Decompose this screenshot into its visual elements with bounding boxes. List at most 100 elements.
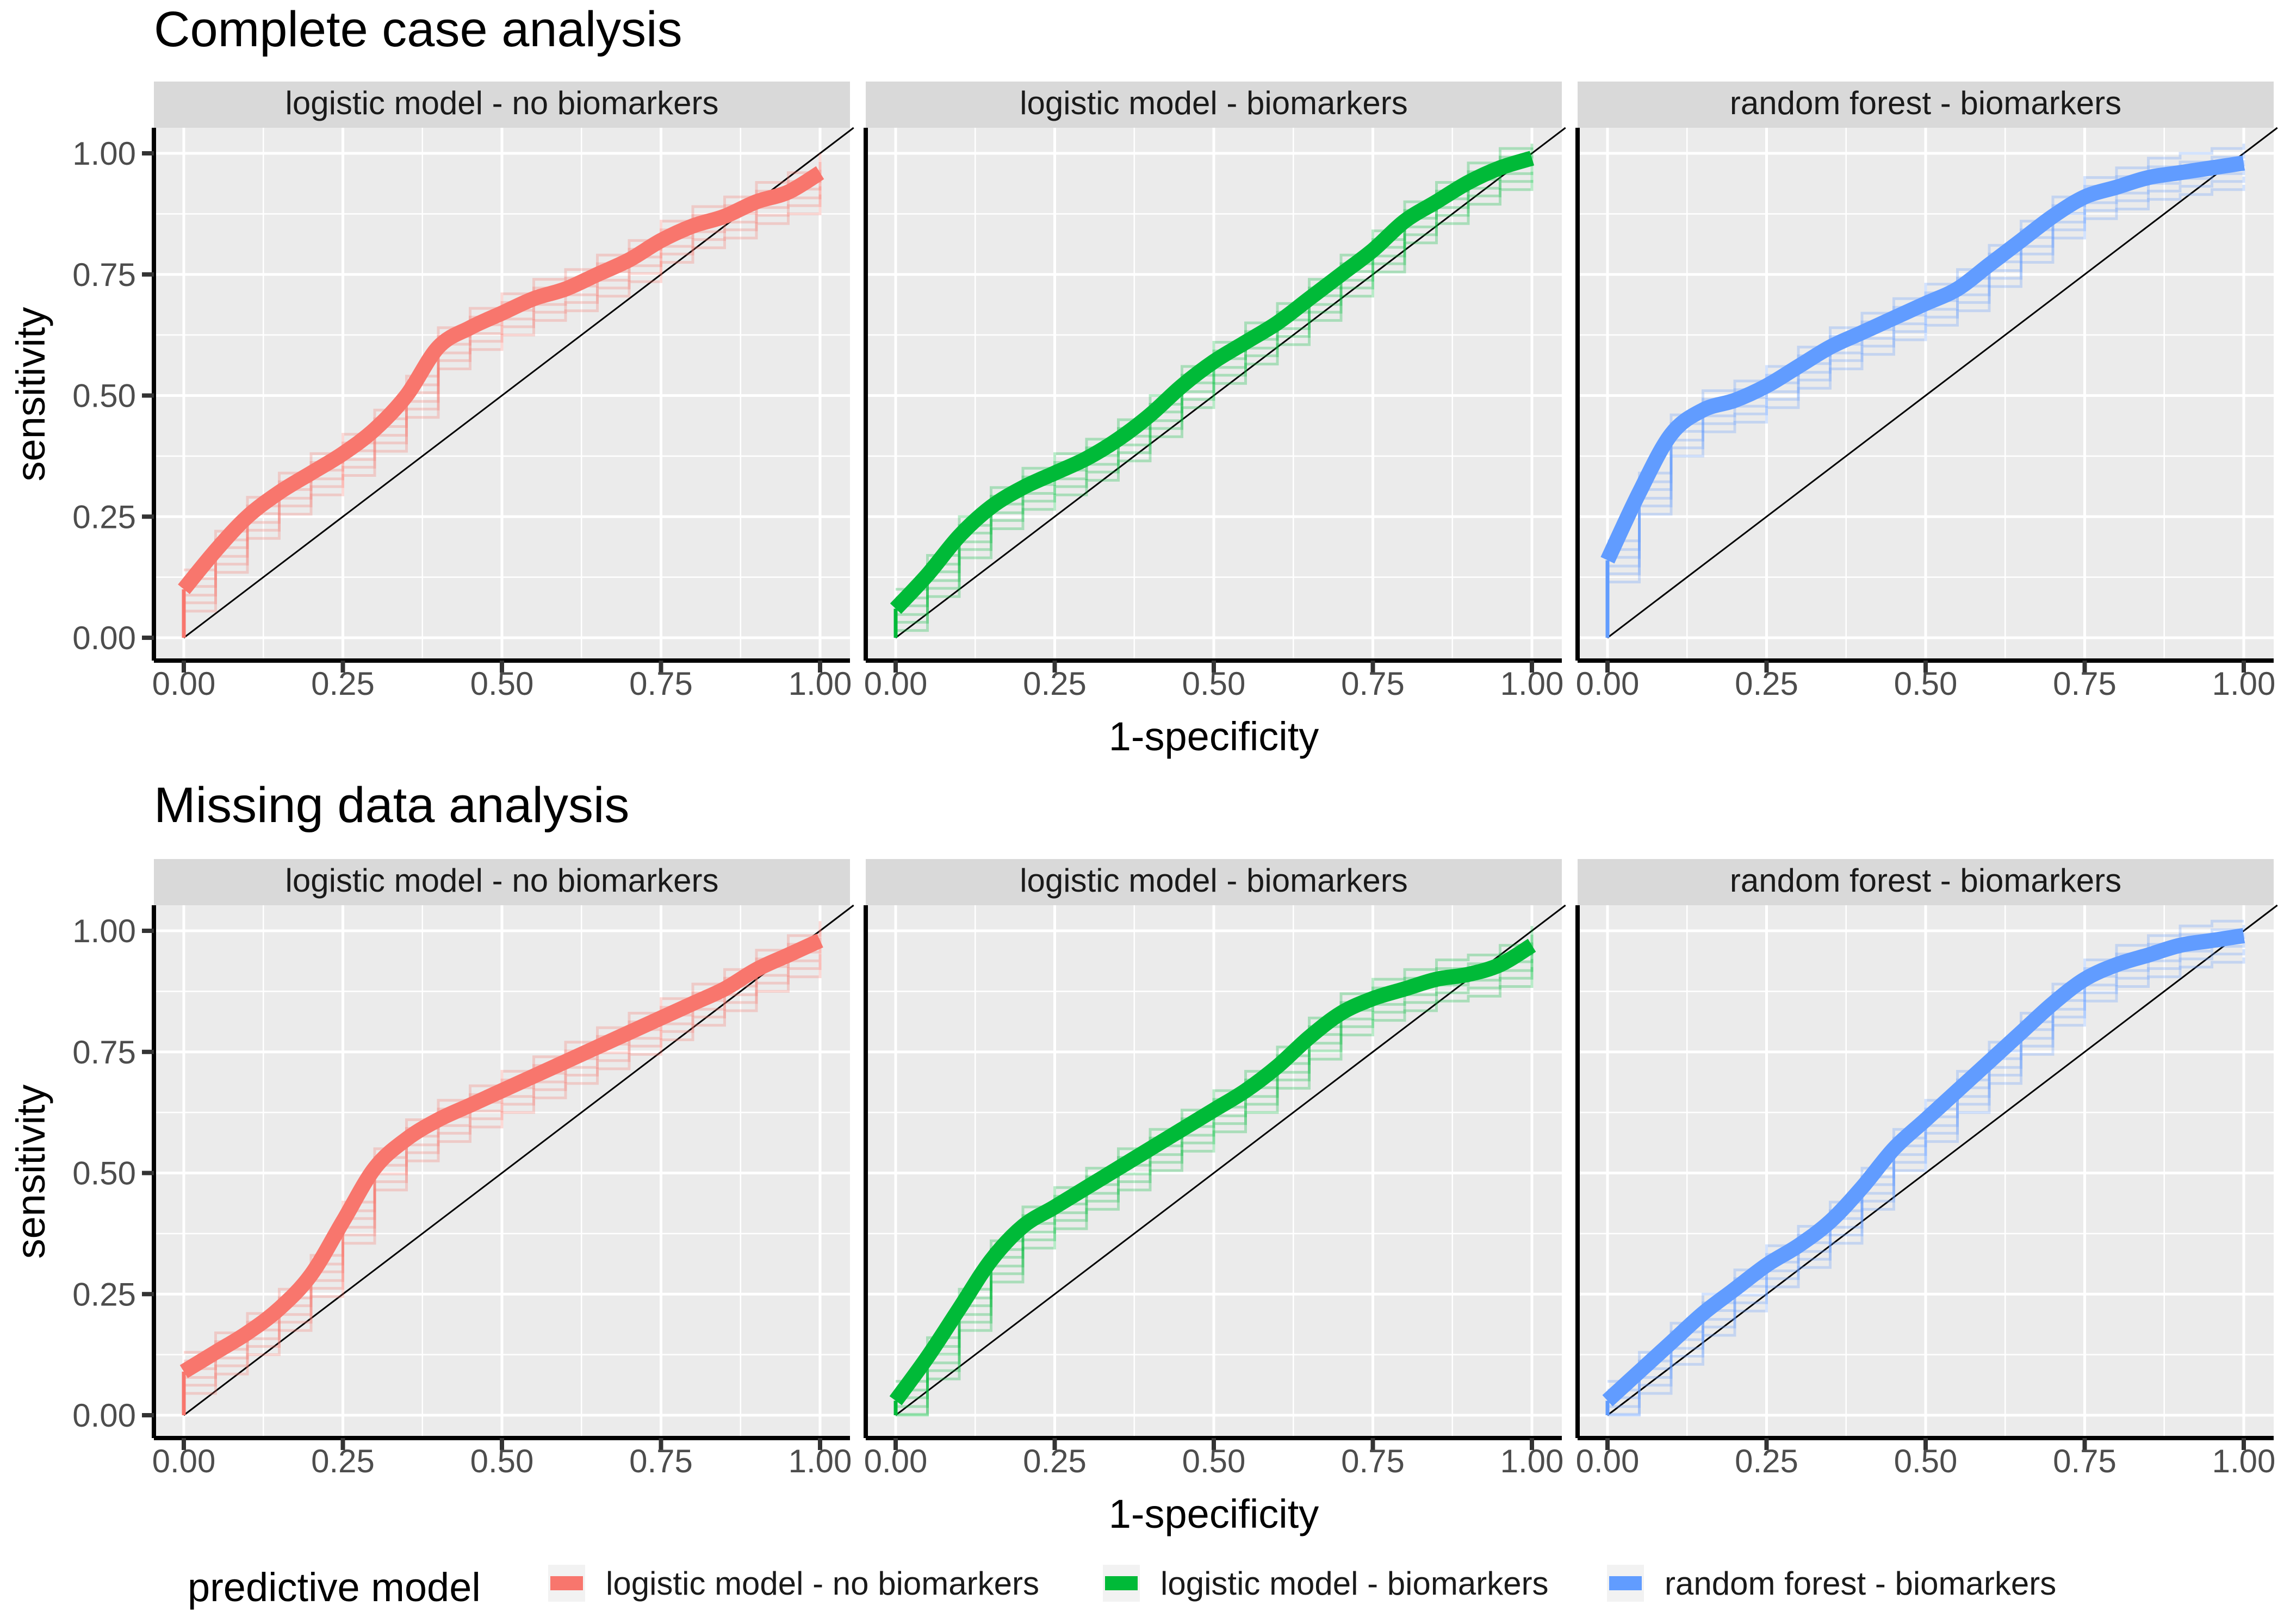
roc-curve [890, 151, 1535, 614]
panel-strip-label: logistic model - biomarkers [1020, 862, 1408, 899]
x-tick-label: 0.75 [629, 1443, 693, 1479]
panel-strip [866, 859, 1562, 905]
x-axis-label: 1-specificity [1109, 1491, 1319, 1536]
replicate-curve [896, 967, 1534, 1417]
y-tick-label: 0.25 [72, 499, 136, 535]
roc-curve [1602, 928, 2245, 1407]
chart-title: Complete case analysis [154, 2, 682, 57]
replicate-curve [896, 180, 1534, 632]
x-tick-label: 0.50 [470, 665, 534, 702]
replicate-curve [1608, 949, 2245, 1416]
x-tick-label: 0.50 [1182, 665, 1246, 702]
x-tick-label: 0.00 [152, 1443, 216, 1479]
x-tick-label: 0.00 [152, 665, 216, 702]
x-tick-label: 0.25 [311, 665, 375, 702]
panel-strip [866, 82, 1562, 128]
panel-strip-label: logistic model - no biomarkers [286, 862, 719, 899]
x-tick-label: 0.25 [1023, 1443, 1087, 1479]
gridlines [154, 905, 850, 1438]
x-tick-label: 0.50 [1894, 1443, 1958, 1479]
x-tick-label: 0.00 [1576, 1443, 1640, 1479]
panel-strip-label: random forest - biomarkers [1730, 862, 2121, 899]
panel-strip [1578, 82, 2274, 128]
y-tick-label: 0.00 [72, 1397, 136, 1434]
legend: predictive model logistic model - no biom… [188, 1565, 2056, 1610]
panel-3: random forest - biomarkers 0.00 0.25 0.50 0.… [1575, 859, 2278, 1479]
x-tick-label: 0.00 [864, 665, 928, 702]
panel-strip [1578, 859, 2274, 905]
chart-title: Missing data analysis [154, 777, 629, 833]
legend-item-2: logistic model - biomarkers [1103, 1565, 1549, 1602]
panel-2: logistic model - biomarkers 0.00 0.25 0.50 0… [864, 82, 1566, 702]
x-tick-label: 1.00 [1500, 1443, 1564, 1479]
replicate-curve [184, 962, 822, 1395]
replicate-curve [1608, 176, 2245, 575]
reference-diagonal [1607, 904, 2278, 1416]
legend-item-1: logistic model - no biomarkers [548, 1565, 1039, 1602]
legend-item-3: random forest - biomarkers [1607, 1565, 2056, 1602]
y-tick-label: 1.00 [72, 135, 136, 172]
replicate-curve [1608, 957, 2245, 1417]
y-tick-label: 1.00 [72, 913, 136, 949]
y-tick-label: 0.75 [72, 1034, 136, 1071]
panel-strip-label: logistic model - no biomarkers [286, 85, 719, 121]
x-tick-label: 1.00 [2212, 665, 2276, 702]
x-tick-label: 0.75 [2053, 665, 2117, 702]
panel-strip-label: logistic model - biomarkers [1020, 85, 1408, 121]
x-tick-label: 0.75 [629, 665, 693, 702]
panel-strip [154, 82, 850, 128]
replicate-curve [1608, 144, 2245, 543]
legend-item-label: random forest - biomarkers [1665, 1565, 2056, 1602]
y-tick-label: 0.00 [72, 620, 136, 656]
y-tick-label: 0.75 [72, 257, 136, 293]
x-tick-label: 0.25 [1023, 665, 1087, 702]
roc-curve [179, 934, 823, 1378]
x-tick-label: 0.25 [1735, 1443, 1798, 1479]
x-tick-label: 0.25 [311, 1443, 375, 1479]
x-tick-label: 1.00 [1500, 665, 1564, 702]
x-tick-label: 0.25 [1735, 665, 1798, 702]
replicate-curve [184, 186, 822, 605]
legend-item-label: logistic model - biomarkers [1160, 1565, 1549, 1602]
y-axis-label: sensitivity [8, 1085, 53, 1259]
replicate-curve [1608, 184, 2245, 583]
x-axis-label: 1-specificity [1109, 714, 1319, 759]
replicate-curve [896, 959, 1534, 1416]
reference-diagonal [1607, 127, 2278, 639]
x-tick-label: 0.50 [470, 1443, 534, 1479]
replicate-curve [184, 194, 822, 613]
replicate-curve [896, 171, 1534, 624]
panel-strip-label: random forest - biomarkers [1730, 85, 2121, 121]
x-tick-label: 0.75 [2053, 1443, 2117, 1479]
gridlines [1578, 905, 2274, 1438]
y-tick-label: 0.25 [72, 1276, 136, 1312]
panel-1: logistic model - no biomarkers 0.00 0.25 0.… [72, 859, 854, 1479]
chart-row-2: Missing data analysis sensitivity logistic… [8, 777, 2278, 1536]
x-tick-label: 1.00 [2212, 1443, 2276, 1479]
x-tick-label: 1.00 [789, 1443, 852, 1479]
roc-curve [178, 166, 824, 594]
legend-item-label: logistic model - no biomarkers [606, 1565, 1039, 1602]
panel-2: logistic model - biomarkers 0.00 0.25 0.50 0… [864, 859, 1566, 1479]
roc-curve [1600, 155, 2245, 564]
y-axis-label: sensitivity [8, 307, 53, 482]
reference-diagonal [895, 127, 1566, 639]
x-tick-label: 0.00 [1576, 665, 1640, 702]
replicate-curve [184, 954, 822, 1387]
roc-curve [889, 938, 1536, 1405]
y-tick-label: 0.50 [72, 378, 136, 414]
y-tick-label: 0.50 [72, 1155, 136, 1192]
x-tick-label: 0.75 [1341, 665, 1405, 702]
x-tick-label: 0.50 [1182, 1443, 1246, 1479]
legend-title: predictive model [188, 1565, 481, 1610]
panel-1: logistic model - no biomarkers 0.00 0.25 0.… [72, 82, 854, 702]
panel-strip [154, 859, 850, 905]
x-tick-label: 1.00 [789, 665, 852, 702]
reference-diagonal [895, 904, 1566, 1416]
chart-row-1: Complete case analysis sensitivity logisti… [8, 2, 2278, 759]
x-tick-label: 0.75 [1341, 1443, 1405, 1479]
x-tick-label: 0.50 [1894, 665, 1958, 702]
reference-diagonal [183, 904, 854, 1416]
panel-3: random forest - biomarkers 0.00 0.25 0.50 0.… [1575, 82, 2278, 702]
